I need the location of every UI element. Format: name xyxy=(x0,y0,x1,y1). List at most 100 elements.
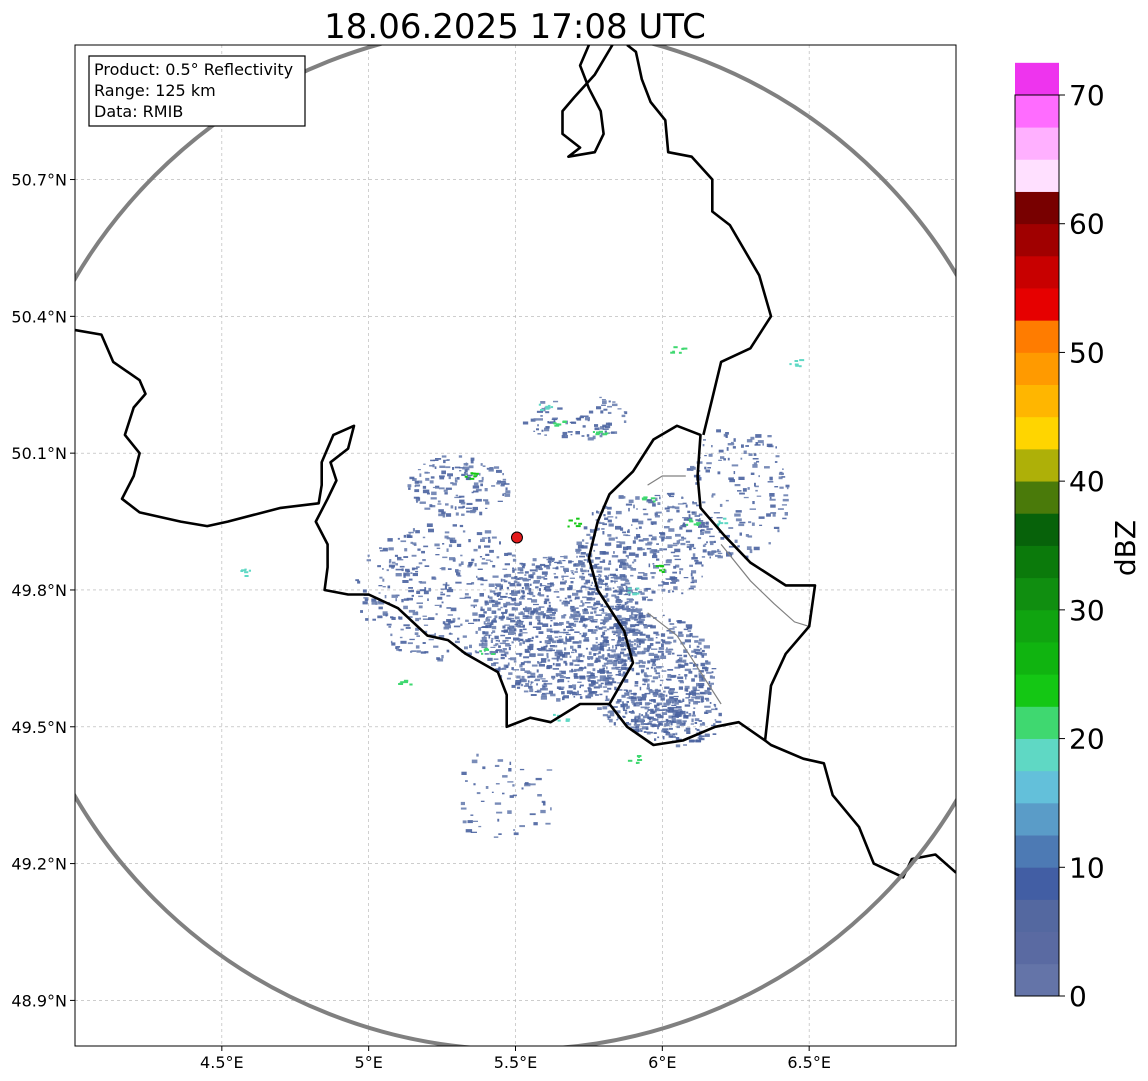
echo-pixel xyxy=(425,477,430,481)
echo-pixel xyxy=(704,691,711,695)
echo-pixel xyxy=(644,650,650,653)
colorbar-segment xyxy=(1015,127,1059,160)
echo-pixel xyxy=(603,662,609,665)
echo-pixel xyxy=(681,496,684,499)
echo-pixel xyxy=(595,614,602,616)
echo-pixel xyxy=(395,598,397,602)
echo-pixel xyxy=(656,703,660,707)
echo-pixel xyxy=(580,587,583,590)
echo-highlight xyxy=(595,433,600,436)
echo-pixel xyxy=(705,521,709,525)
echo-pixel xyxy=(367,554,370,557)
echo-highlight xyxy=(652,500,656,503)
echo-pixel xyxy=(620,496,626,499)
echo-highlight xyxy=(627,591,632,594)
echo-pixel xyxy=(692,668,699,670)
echo-pixel xyxy=(646,714,650,716)
echo-pixel xyxy=(626,546,632,550)
echo-pixel xyxy=(691,511,695,514)
echo-pixel xyxy=(453,625,461,628)
echo-pixel xyxy=(758,516,765,519)
echo-pixel xyxy=(503,603,508,607)
echo-pixel xyxy=(467,820,473,824)
echo-pixel xyxy=(492,604,499,608)
echo-pixel xyxy=(653,653,658,656)
echo-pixel xyxy=(584,416,590,421)
echo-pixel xyxy=(706,462,712,465)
colorbar-segment xyxy=(1015,448,1059,482)
echo-pixel xyxy=(695,693,701,695)
echo-pixel xyxy=(608,676,612,678)
border-luxembourg-belgium xyxy=(587,424,817,741)
echo-pixel xyxy=(603,636,609,639)
echo-pixel xyxy=(695,518,701,522)
echo-pixel xyxy=(638,618,645,621)
echo-highlight xyxy=(568,519,573,522)
echo-pixel xyxy=(654,738,657,741)
echo-pixel xyxy=(673,586,678,590)
echo-pixel xyxy=(537,653,544,656)
echo-pixel xyxy=(622,694,625,697)
echo-pixel xyxy=(488,468,494,472)
echo-pixel xyxy=(564,602,569,607)
echo-pixel xyxy=(509,603,515,606)
echo-pixel xyxy=(471,491,474,494)
echo-pixel xyxy=(602,551,609,555)
echo-pixel xyxy=(439,465,446,468)
echo-pixel xyxy=(779,471,783,474)
echo-pixel xyxy=(544,598,550,602)
echo-pixel xyxy=(757,440,764,444)
echo-pixel xyxy=(486,617,489,620)
echo-pixel xyxy=(646,732,651,735)
echo-pixel xyxy=(696,504,700,507)
echo-pixel xyxy=(633,504,635,509)
echo-pixel xyxy=(550,807,552,811)
echo-pixel xyxy=(607,411,612,414)
echo-pixel xyxy=(698,735,705,738)
colorbar-segment xyxy=(1015,95,1059,128)
colorbar-tick-label: 50 xyxy=(1069,336,1105,369)
echo-pixel xyxy=(602,677,610,682)
echo-pixel xyxy=(671,718,676,721)
echo-pixel xyxy=(661,653,665,657)
echo-pixel xyxy=(603,622,606,626)
echo-pixel xyxy=(611,630,618,634)
echo-pixel xyxy=(602,686,608,688)
echo-pixel xyxy=(572,573,575,575)
echo-highlight xyxy=(471,472,476,475)
echo-pixel xyxy=(575,658,581,661)
echo-pixel xyxy=(529,783,536,786)
lat-tick-label: 50.4°N xyxy=(11,307,67,326)
echo-pixel xyxy=(628,689,632,693)
echo-pixel xyxy=(636,508,638,510)
echo-highlight xyxy=(660,565,665,568)
echo-pixel xyxy=(593,686,601,689)
echo-pixel xyxy=(642,678,648,682)
echo-pixel xyxy=(522,615,529,618)
echo-pixel xyxy=(684,685,690,689)
echo-highlight xyxy=(557,719,561,722)
echo-pixel xyxy=(549,559,555,561)
echo-pixel xyxy=(651,590,656,594)
info-box-frame xyxy=(88,55,306,127)
echo-pixel xyxy=(643,638,647,641)
echo-pixel xyxy=(669,721,676,723)
echo-pixel xyxy=(491,791,494,793)
echo-pixel xyxy=(475,651,480,654)
echo-pixel xyxy=(444,492,448,495)
echo-pixel xyxy=(457,617,461,620)
echo-pixel xyxy=(683,659,687,663)
echo-pixel xyxy=(650,658,656,663)
echo-pixel xyxy=(578,561,583,563)
echo-pixel xyxy=(520,668,525,671)
echo-pixel xyxy=(608,716,611,719)
echo-pixel xyxy=(553,608,558,612)
echo-pixel xyxy=(685,676,687,680)
echo-pixel xyxy=(677,720,681,724)
echo-pixel xyxy=(524,670,530,673)
echo-pixel xyxy=(623,709,628,711)
echo-pixel xyxy=(592,648,598,652)
echo-pixel xyxy=(749,549,753,554)
echo-pixel xyxy=(669,623,675,625)
echo-pixel xyxy=(642,538,649,541)
